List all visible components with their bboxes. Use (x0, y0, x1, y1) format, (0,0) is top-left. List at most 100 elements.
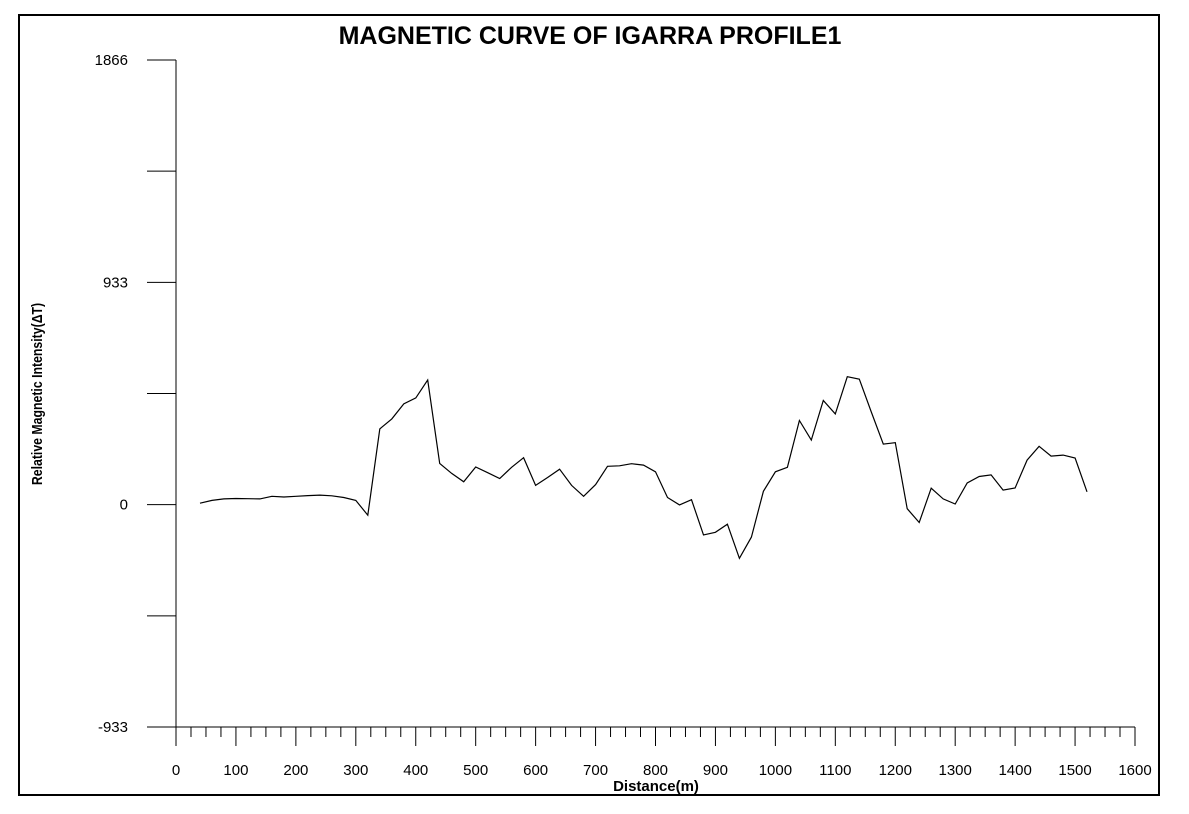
y-tick-label: -933 (98, 719, 128, 736)
x-tick-label: 800 (643, 762, 668, 779)
data-point (534, 484, 537, 487)
data-point (882, 443, 885, 446)
tick-labels: -933 0 933 1866 0 100 200 300 400 500 600 700 800 900… (95, 52, 1152, 779)
data-point (258, 497, 261, 500)
plot-area (199, 375, 1089, 560)
data-point (450, 472, 453, 475)
data-point (582, 495, 585, 498)
data-point (318, 494, 321, 497)
data-point (1038, 445, 1041, 448)
x-tick-label: 600 (523, 762, 548, 779)
data-point (378, 427, 381, 430)
x-tick-label: 300 (343, 762, 368, 779)
data-point (1062, 454, 1065, 457)
chart-title: MAGNETIC CURVE OF IGARRA PROFILE1 (339, 22, 842, 50)
x-tick-label: 1200 (879, 762, 912, 779)
data-point (354, 499, 357, 502)
data-point (1014, 487, 1017, 490)
data-point (750, 536, 753, 539)
y-tick-label: 1866 (95, 52, 128, 69)
data-point (570, 484, 573, 487)
data-point (906, 507, 909, 510)
data-point (546, 476, 549, 479)
x-tick-label: 500 (463, 762, 488, 779)
data-point (642, 464, 645, 467)
x-tick-label: 200 (283, 762, 308, 779)
data-point (942, 497, 945, 500)
x-tick-label: 1000 (759, 762, 792, 779)
x-axis-title: Distance(m) (613, 778, 699, 795)
data-point (822, 399, 825, 402)
data-point (810, 439, 813, 442)
x-tick-label: 0 (172, 762, 180, 779)
data-point (402, 402, 405, 405)
data-point (558, 468, 561, 471)
data-point (510, 466, 513, 469)
x-tick-label: 700 (583, 762, 608, 779)
x-tick-label: 1100 (819, 762, 851, 779)
data-point (330, 494, 333, 497)
data-point (246, 497, 249, 500)
data-point (438, 462, 441, 465)
data-point (1050, 455, 1053, 458)
y-tick-label: 933 (103, 274, 128, 291)
data-point (678, 503, 681, 506)
data-point (762, 490, 765, 493)
data-point (738, 557, 741, 560)
y-tick-label: 0 (120, 497, 128, 514)
data-point (798, 419, 801, 422)
data-point (774, 470, 777, 473)
series-line (199, 376, 1088, 560)
data-point (834, 412, 837, 415)
y-axis-title: Relative Magnetic Intensity(ΔT) (29, 303, 45, 485)
data-point (714, 531, 717, 534)
data-point (522, 456, 525, 459)
data-point (282, 496, 285, 499)
data-point (930, 487, 933, 490)
data-point (366, 514, 369, 517)
data-point (1002, 489, 1005, 492)
x-tick-label: 1300 (939, 762, 972, 779)
data-point (618, 464, 621, 467)
x-tick-label: 100 (223, 762, 248, 779)
data-point (606, 465, 609, 468)
data-point (426, 379, 429, 382)
data-point (294, 495, 297, 498)
x-tick-label: 1400 (998, 762, 1031, 779)
data-point (270, 495, 273, 498)
data-point (954, 503, 957, 506)
x-tick-label: 900 (703, 762, 728, 779)
data-point (786, 466, 789, 469)
data-point (342, 496, 345, 499)
data-point (858, 378, 861, 381)
data-point (894, 441, 897, 444)
chart-frame (18, 14, 1160, 796)
axes (175, 60, 1135, 728)
data-point (1086, 490, 1089, 493)
ticks (147, 59, 1136, 746)
x-tick-label: 1500 (1058, 762, 1091, 779)
data-point (918, 521, 921, 524)
data-point (846, 375, 849, 378)
data-point (870, 411, 873, 414)
data-point (474, 466, 477, 469)
data-point (486, 471, 489, 474)
data-point (666, 496, 669, 499)
data-point (726, 523, 729, 526)
data-point (654, 470, 657, 473)
data-point (966, 482, 969, 485)
data-point (306, 494, 309, 497)
data-point (990, 473, 993, 476)
data-point (211, 499, 214, 502)
data-point (978, 475, 981, 478)
data-point (234, 497, 237, 500)
data-point (199, 502, 202, 505)
data-point (462, 480, 465, 483)
data-point (1026, 459, 1029, 462)
data-point (498, 477, 501, 480)
x-tick-label: 400 (403, 762, 428, 779)
data-point (702, 533, 705, 536)
data-point (630, 462, 633, 465)
x-tick-label: 1600 (1118, 762, 1151, 779)
